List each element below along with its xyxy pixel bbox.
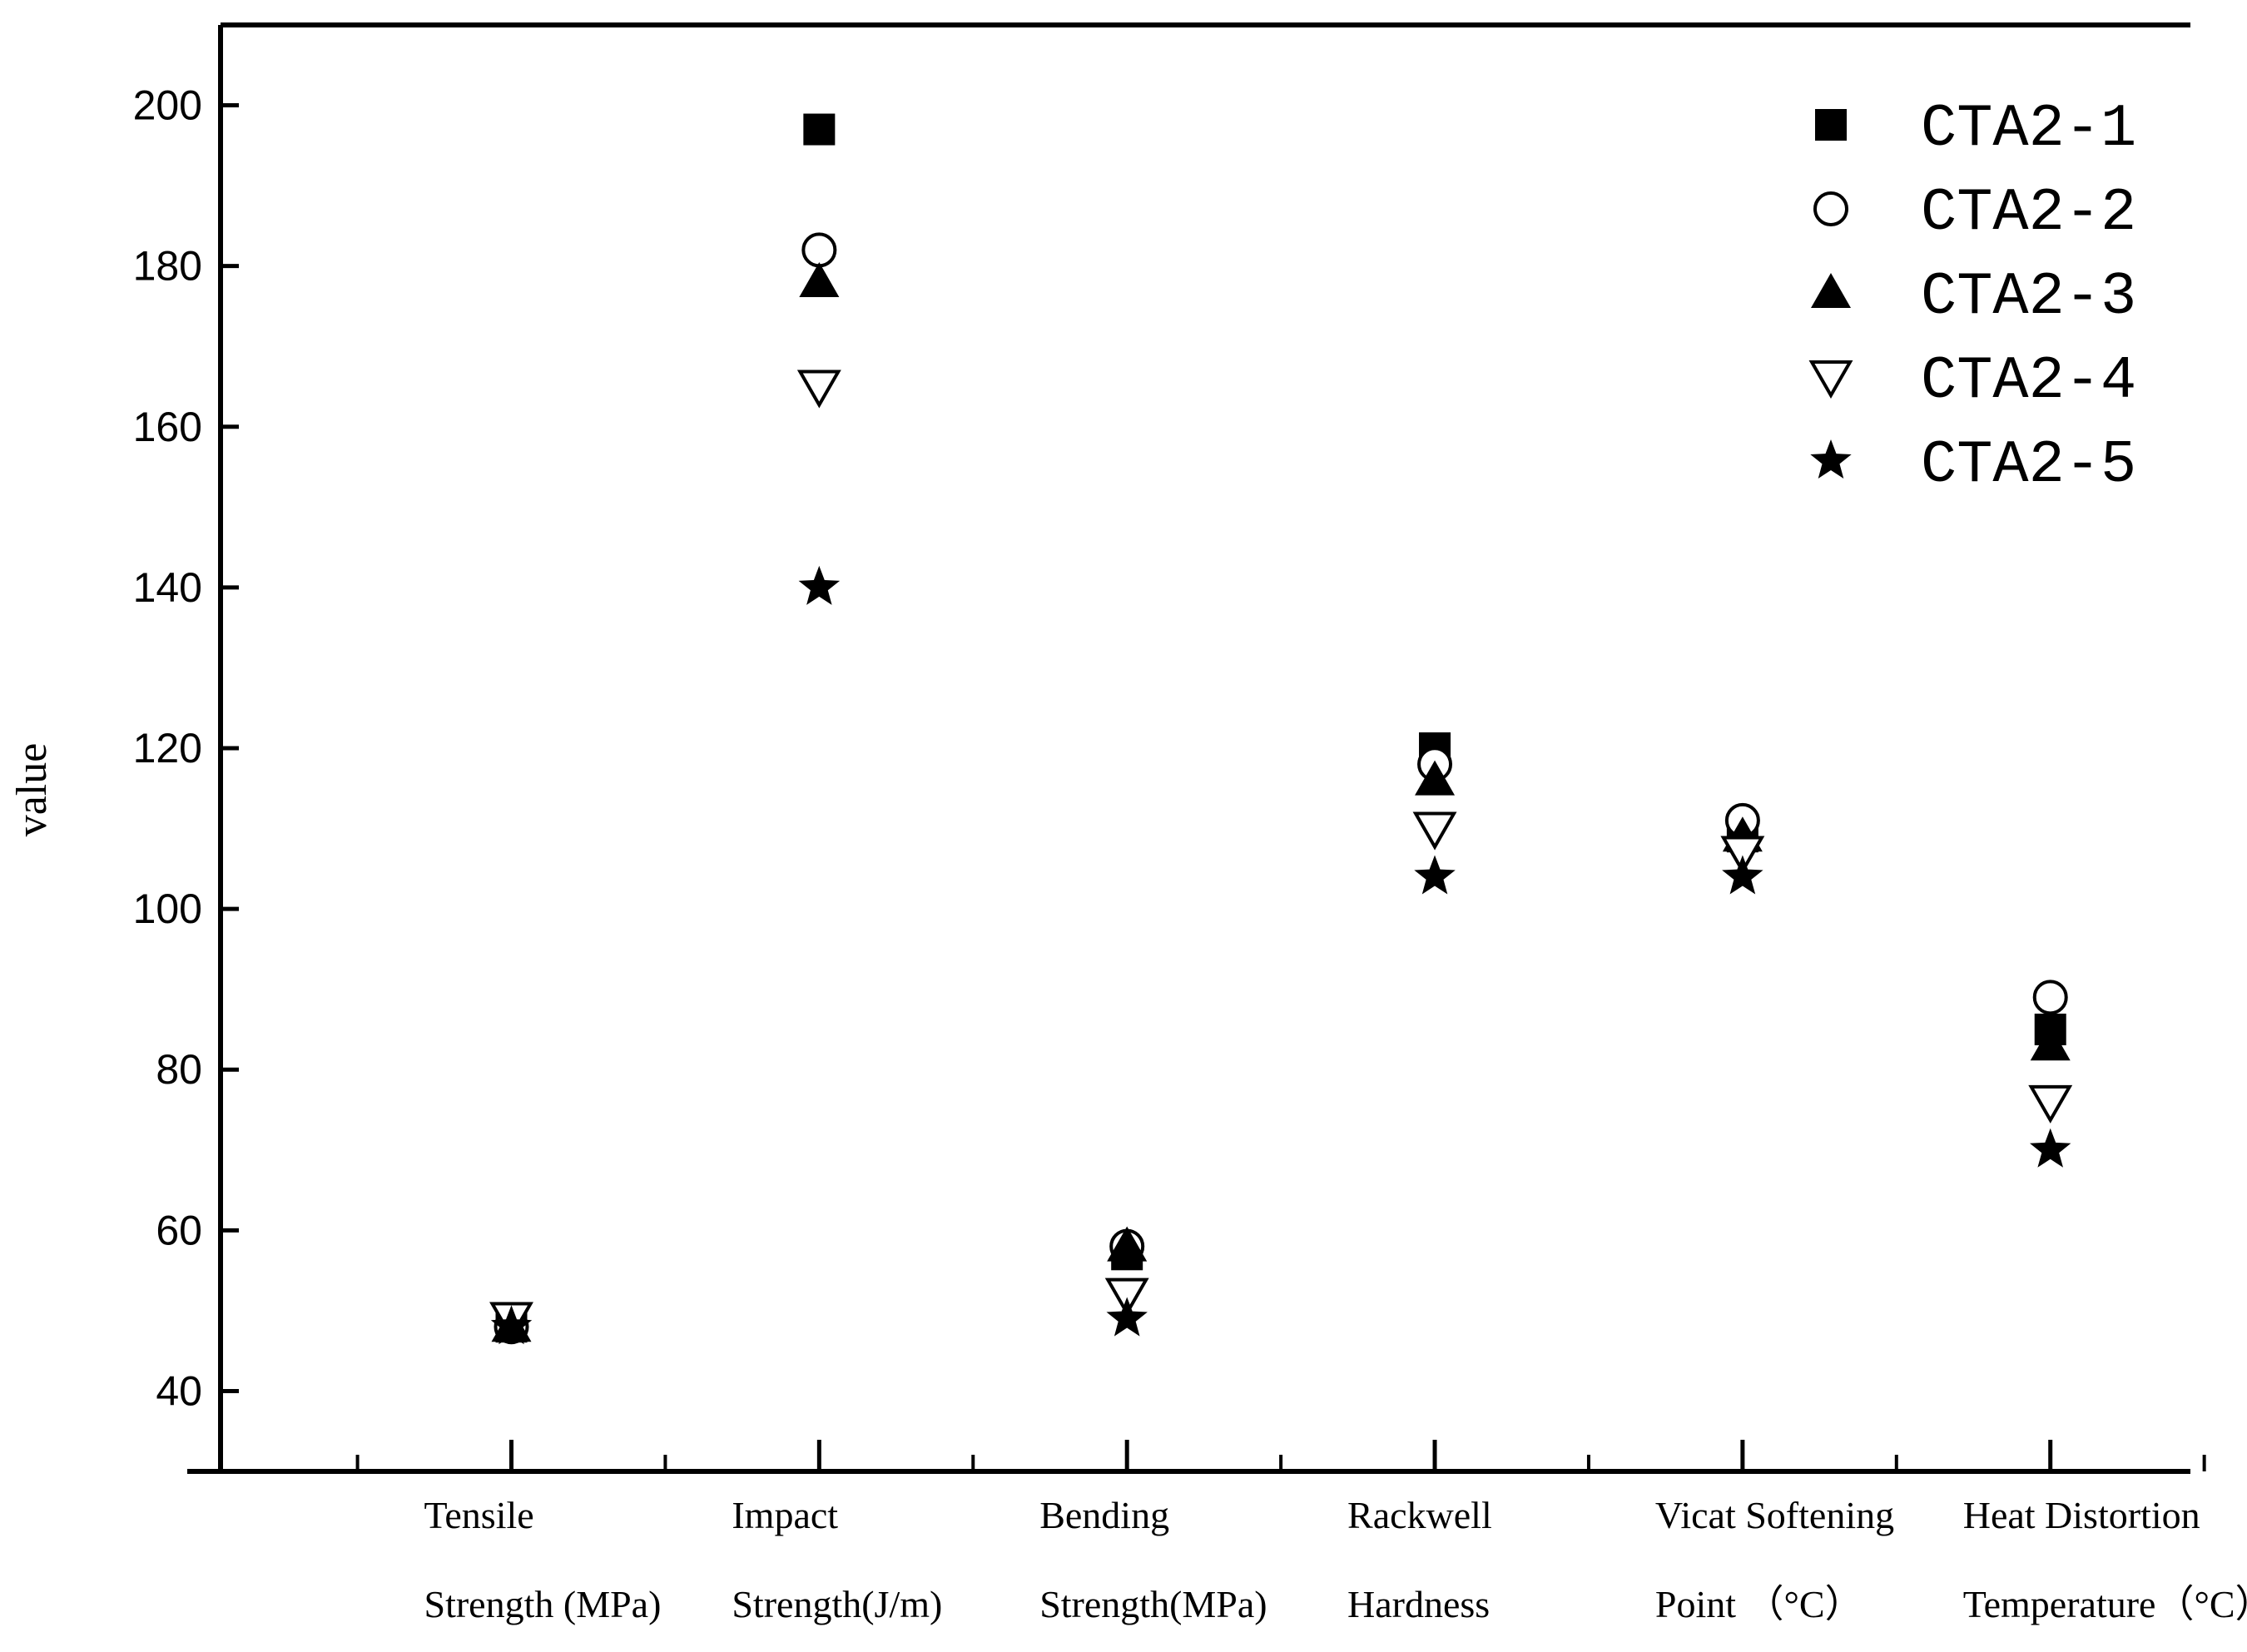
y-tick-label: 40	[156, 1367, 202, 1414]
y-tick-label: 200	[133, 82, 202, 129]
data-point-cta2-3	[1415, 760, 1456, 796]
legend-label: CTA2-4	[1921, 347, 2136, 415]
y-tick-label: 60	[156, 1207, 202, 1253]
y-axis-label: value	[8, 743, 56, 837]
legend-label: CTA2-1	[1921, 95, 2136, 163]
data-point-cta2-5	[798, 565, 841, 605]
legend-marker-cta2-1	[1815, 109, 1847, 141]
x-category-label-line2: Strength(MPa)	[1039, 1583, 1267, 1625]
x-category-label-line1: Bending	[1039, 1494, 1169, 1536]
legend-marker-cta2-5	[1810, 439, 1852, 479]
data-point-cta2-4	[2028, 1084, 2073, 1124]
y-tick-label: 100	[133, 886, 202, 932]
data-point-cta2-2	[801, 232, 837, 268]
x-category-label-line2: Strength (MPa)	[424, 1583, 662, 1625]
data-points	[489, 113, 2073, 1345]
data-point-cta2-4	[1412, 811, 1457, 851]
data-point-cta2-3	[799, 261, 840, 297]
data-point-cta2-3	[2030, 1025, 2071, 1061]
legend-marker-cta2-4	[1808, 360, 1853, 399]
x-category-label-line1: Vicat Softening	[1655, 1494, 1894, 1536]
legend-label: CTA2-3	[1921, 263, 2136, 331]
y-tick-label: 80	[156, 1046, 202, 1093]
legend-marker-cta2-3	[1811, 273, 1851, 308]
x-category-label-line2: Strength(J/m)	[732, 1583, 942, 1625]
data-point-cta2-5	[490, 1305, 533, 1345]
data-point-cta2-2	[2032, 980, 2068, 1015]
x-category-label-line1: Tensile	[424, 1494, 534, 1536]
y-tick-label: 180	[133, 243, 202, 290]
data-point-cta2-3	[1107, 1226, 1148, 1262]
y-tick-label: 160	[133, 404, 202, 450]
data-point-cta2-4	[1104, 1277, 1149, 1317]
data-point-cta2-1	[803, 113, 836, 146]
data-point-cta2-5	[1722, 855, 1763, 895]
legend-marker-cta2-2	[1813, 191, 1848, 226]
y-tick-label: 120	[133, 725, 202, 771]
x-category-label-line2: Point （°C）	[1655, 1583, 1863, 1625]
data-point-cta2-5	[1414, 855, 1456, 895]
x-category-label-line2: Hardness	[1347, 1583, 1490, 1625]
legend: CTA2-1 CTA2-2 CTA2-3 CTA2-4 CTA2-5	[1808, 95, 2136, 499]
x-category-label-line1: Rackwell	[1347, 1494, 1492, 1536]
data-point-cta2-4	[796, 370, 841, 409]
data-point-cta2-5	[2030, 1128, 2071, 1168]
x-axis: Tensile Strength (MPa) Impact Strength(J/m)…	[355, 1440, 2247, 1625]
x-category-label-line1: Impact	[732, 1494, 838, 1536]
legend-label: CTA2-5	[1921, 431, 2136, 499]
x-category-label-line1: Heat Distortion	[1963, 1494, 2200, 1536]
legend-label: CTA2-2	[1921, 179, 2136, 247]
plot-frame	[187, 22, 2190, 1474]
y-tick-label: 140	[133, 564, 202, 611]
x-category-label-line2: Temperature（°C）	[1963, 1583, 2247, 1625]
data-point-cta2-4	[1720, 836, 1765, 875]
data-point-cta2-5	[1106, 1297, 1148, 1337]
y-axis: 40 60 80 100 120 140 160 180 200	[133, 82, 239, 1414]
